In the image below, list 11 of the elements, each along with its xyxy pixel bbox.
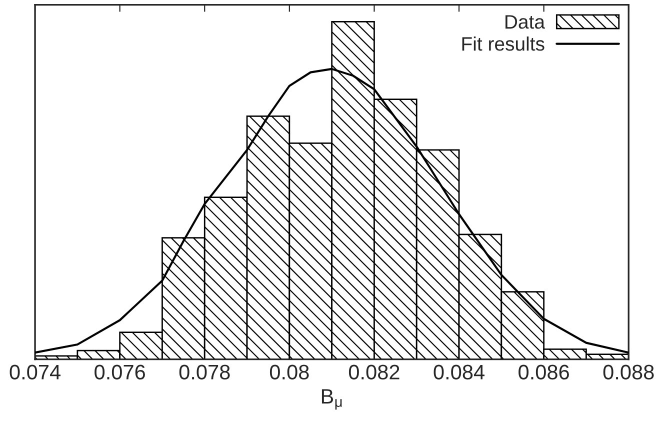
x-axis-title: B$_{μ}$ [322,389,342,410]
x-tick-label: 0.088 [603,364,654,380]
x-tick-label: 0.076 [94,364,145,380]
x-tick-label: 0.078 [179,364,230,380]
x-tick-label: 0.084 [434,364,484,380]
legend-label: Fit results [462,36,544,51]
x-tick-label: 0.08 [270,364,309,380]
x-tick-label: 0.082 [348,364,400,380]
legend-label: Data [506,15,545,29]
x-tick-label: 0.074 [10,364,60,380]
x-tick-label: 0.086 [518,364,569,380]
